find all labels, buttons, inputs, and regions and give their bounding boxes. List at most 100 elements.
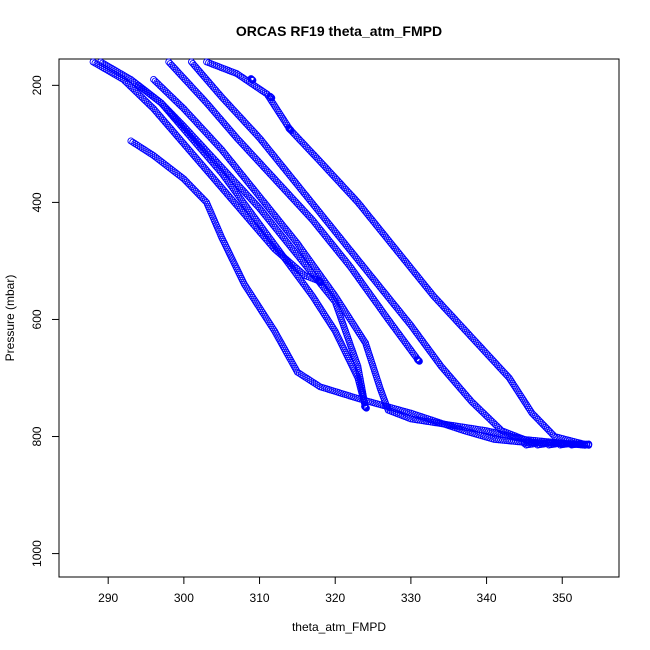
data-point [254, 301, 262, 309]
data-point [242, 282, 250, 290]
y-tick-label: 1000 [30, 540, 44, 567]
data-point [256, 305, 264, 313]
data-point [335, 298, 343, 306]
data-point [310, 379, 318, 387]
data-point [303, 374, 311, 382]
data-point [332, 294, 340, 302]
data-point [287, 126, 295, 134]
data-point [469, 425, 477, 433]
data-point [414, 416, 422, 424]
x-tick-label: 290 [98, 591, 118, 605]
data-point [252, 83, 260, 91]
plot-frame [58, 58, 620, 578]
data-point [249, 76, 257, 84]
data-point [142, 147, 150, 155]
data-point [324, 316, 332, 324]
data-point [235, 71, 243, 79]
data-point [522, 400, 530, 408]
data-point [309, 292, 316, 300]
y-axis-label: Pressure (mbar) [3, 275, 17, 362]
data-point [131, 139, 139, 147]
data-point [345, 313, 352, 321]
data-point [129, 138, 137, 146]
data-point [328, 322, 336, 330]
data-point [340, 305, 348, 313]
data-point [102, 61, 110, 69]
data-point [309, 378, 316, 386]
data-point [447, 421, 455, 429]
data-point [251, 297, 259, 305]
data-point [317, 278, 325, 286]
data-point [516, 391, 524, 399]
data-point [255, 303, 263, 311]
data-point [305, 376, 313, 383]
x-tick-label: 350 [552, 591, 572, 605]
data-point [270, 101, 278, 109]
data-point [247, 290, 254, 298]
data-point [135, 142, 142, 150]
data-point [112, 67, 120, 75]
data-point [524, 404, 532, 412]
data-point [240, 280, 248, 288]
data-point [423, 417, 430, 425]
data-point [301, 373, 309, 381]
data-point [409, 415, 417, 423]
data-point [520, 396, 528, 404]
data-point [261, 312, 269, 320]
x-tick-label: 320 [325, 591, 345, 605]
chart-title: ORCAS RF19 theta_atm_FMPD [236, 23, 442, 39]
data-point [311, 296, 319, 304]
y-tick-label: 600 [30, 309, 44, 329]
data-point [438, 420, 446, 428]
data-point [458, 423, 466, 431]
data-point [511, 383, 519, 391]
data-point [415, 357, 423, 365]
data-point [434, 419, 442, 427]
data-point [418, 417, 426, 425]
data-point [201, 197, 209, 205]
data-point [512, 385, 520, 393]
data-point [348, 318, 356, 326]
data-point [250, 295, 258, 303]
data-point [353, 326, 361, 334]
data-point [490, 436, 498, 443]
data-point [295, 369, 303, 377]
data-point [326, 320, 334, 328]
data-point [259, 308, 267, 316]
data-points [89, 58, 593, 449]
data-point [480, 426, 488, 434]
data-point [136, 143, 144, 151]
data-point [478, 426, 486, 434]
data-point [312, 380, 320, 388]
data-point [521, 398, 529, 406]
data-point [357, 331, 365, 339]
data-point [89, 58, 97, 66]
data-point [358, 333, 366, 341]
data-point [416, 416, 424, 424]
data-point [299, 372, 307, 380]
data-point [349, 320, 357, 328]
data-point [515, 389, 523, 397]
y-tick-label: 800 [30, 426, 44, 446]
data-point [454, 422, 462, 430]
data-point [244, 286, 252, 294]
data-point [265, 318, 273, 326]
data-point [510, 381, 518, 389]
data-point [144, 148, 152, 156]
data-point [268, 323, 276, 331]
data-point [233, 70, 241, 78]
data-point [133, 141, 141, 149]
data-point [114, 68, 122, 76]
data-point [258, 87, 266, 94]
data-point [117, 70, 125, 78]
data-point [460, 423, 468, 431]
data-point [127, 137, 135, 145]
data-point [514, 387, 522, 395]
data-point [352, 324, 360, 332]
data-point [346, 315, 354, 322]
data-point [297, 371, 305, 379]
data-point [549, 431, 557, 439]
data-point [362, 404, 370, 412]
